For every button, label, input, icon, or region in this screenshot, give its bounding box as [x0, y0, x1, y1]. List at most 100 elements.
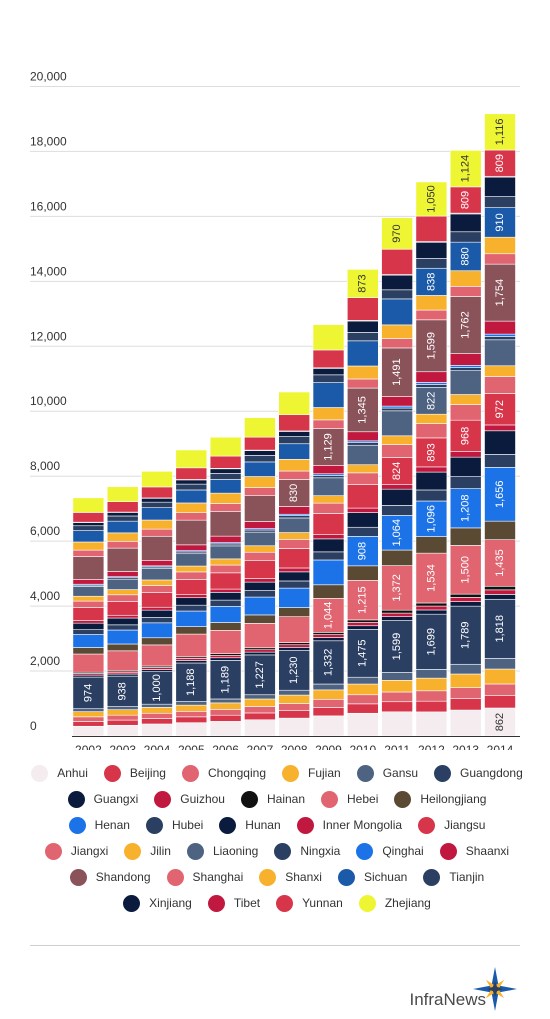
bar-segment [72, 549, 105, 557]
bar-segment [312, 538, 345, 553]
legend-item[interactable]: Shanghai [166, 868, 243, 886]
bar-segment [72, 653, 105, 673]
bar-segment [312, 382, 345, 408]
legend-item[interactable]: Tibet [207, 894, 261, 912]
legend-item[interactable]: Liaoning [186, 842, 259, 860]
bar-segment [278, 580, 311, 589]
legend-label: Tibet [233, 896, 261, 910]
bar-segment [381, 515, 413, 551]
bar-segment [278, 607, 311, 617]
bar-segment [209, 572, 242, 590]
legend-item[interactable]: Guizhou [154, 790, 225, 808]
bar-segment [415, 489, 448, 502]
bar-segment [106, 617, 139, 626]
legend-label: Zhejiang [384, 896, 431, 910]
bar-segment [72, 725, 105, 737]
legend-item[interactable]: Anhui [31, 764, 88, 782]
legend-item[interactable]: Guangxi [67, 790, 139, 808]
legend-swatch-icon [154, 790, 172, 808]
legend-item[interactable]: Jiangsu [418, 816, 485, 834]
bar-segment [72, 607, 105, 621]
data-label: 1,332 [322, 649, 334, 677]
y-tick-label: 4,000 [30, 589, 60, 603]
legend-item[interactable]: Beijing [103, 764, 166, 782]
bar-segment [346, 694, 379, 705]
legend-item[interactable]: Shanxi [259, 868, 322, 886]
data-label: 862 [494, 713, 506, 731]
bar-segment [312, 419, 345, 429]
bar-segment [209, 436, 242, 457]
bar-segment [381, 701, 413, 713]
bar-segment [141, 616, 173, 624]
bar-segment [244, 495, 276, 522]
bar-segment [449, 213, 482, 233]
legend-item[interactable]: Hainan [240, 790, 305, 808]
legend-item[interactable]: Guangdong [434, 764, 523, 782]
stacked-bar-chart: 0 2,000 4,000 6,000 8,000 10,000 12,000 14,000 1… [30, 69, 520, 750]
y-tick-label: 18,000 [30, 134, 67, 148]
bar-segment [415, 669, 448, 679]
legend-item[interactable]: Inner Mongolia [296, 816, 402, 834]
bar-segment [175, 633, 208, 658]
legend-item[interactable]: Chongqing [181, 764, 266, 782]
legend-item[interactable]: Heilongjiang [394, 790, 486, 808]
bar-segment [244, 581, 276, 591]
bar-segment [278, 710, 311, 719]
bar-segment [278, 479, 311, 507]
legend-item[interactable]: Fujian [282, 764, 341, 782]
bar-segment [449, 394, 482, 405]
legend-label: Guangxi [93, 792, 139, 806]
bar-segment [209, 709, 242, 716]
bar-segment [449, 601, 482, 607]
legend-item[interactable]: Xinjiang [123, 894, 192, 912]
legend-item[interactable]: Gansu [356, 764, 418, 782]
bar-segment [72, 716, 105, 722]
bar-segment [381, 505, 413, 516]
bar-segment [72, 600, 105, 608]
legend-label: Liaoning [212, 844, 259, 858]
bar-segment [244, 698, 276, 707]
bar-segment [415, 267, 448, 296]
legend-item[interactable]: Qinghai [356, 842, 424, 860]
legend-item[interactable]: Jiangxi [44, 842, 108, 860]
bar-segment [312, 634, 345, 638]
bar-segment [346, 512, 379, 528]
legend-item[interactable]: Henan [68, 816, 130, 834]
bar-segment [141, 507, 173, 521]
bar-segment [484, 520, 516, 540]
bar-segment [175, 626, 208, 635]
legend-item[interactable]: Sichuan [337, 868, 407, 886]
bar-segment [141, 707, 173, 714]
legend-item[interactable]: Zhejiang [358, 894, 431, 912]
legend-item[interactable]: Tianjin [423, 868, 484, 886]
y-tick-label: 20,000 [30, 69, 67, 83]
bar-segment [415, 471, 448, 491]
legend-label: Shaanxi [465, 844, 510, 858]
legend-item[interactable]: Hunan [219, 816, 281, 834]
bar-segment [312, 689, 345, 700]
bar-segment [278, 506, 311, 515]
x-tick-label: 2003 [109, 743, 136, 750]
bar-segment [106, 675, 139, 707]
legend-item[interactable]: Yunnan [276, 894, 343, 912]
legend-item[interactable]: Jilin [124, 842, 171, 860]
y-tick-label: 12,000 [30, 329, 67, 343]
legend-label: Yunnan [302, 896, 343, 910]
legend-label: Henan [94, 818, 130, 832]
legend-item[interactable]: Shandong [69, 868, 151, 886]
legend-label: Fujian [308, 766, 341, 780]
bar-segment [484, 333, 516, 337]
legend-item[interactable]: Ningxia [274, 842, 340, 860]
legend-item[interactable]: Hubei [145, 816, 203, 834]
data-label: 822 [425, 392, 437, 410]
bar-segment [381, 248, 413, 275]
legend-item[interactable]: Hebei [321, 790, 378, 808]
bar-segment [72, 629, 105, 635]
bar-segment [175, 701, 208, 706]
bar-segment [175, 610, 208, 627]
bar-segment [312, 559, 345, 586]
legend-item[interactable]: Shaanxi [439, 842, 510, 860]
bar-segment [346, 676, 379, 685]
data-label: 1,129 [322, 433, 334, 461]
bar-segment [346, 536, 379, 567]
